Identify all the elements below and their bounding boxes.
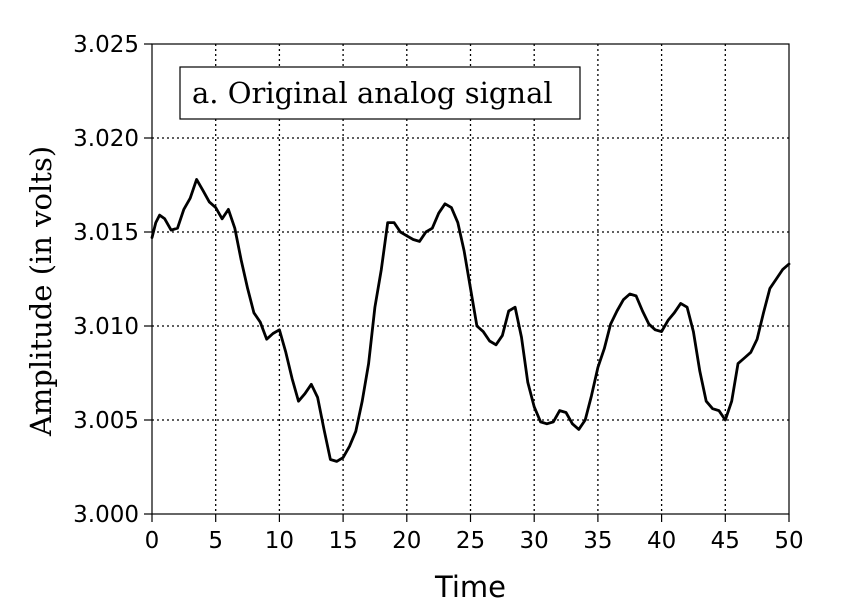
- series-layer: [150, 178, 791, 463]
- x-tick-label: 5: [208, 528, 223, 554]
- x-tick-label: 50: [774, 528, 803, 554]
- y-tick-label: 3.015: [73, 220, 139, 246]
- annotation-text: a. Original analog signal: [192, 76, 553, 110]
- y-tick-label: 3.010: [73, 314, 139, 340]
- y-tick-label: 3.000: [73, 502, 139, 528]
- annotation-frame: [179, 66, 581, 120]
- y-axis-title: Amplitude (in volts): [24, 146, 58, 437]
- y-tick-label: 3.025: [73, 32, 139, 58]
- x-tick-label: 35: [583, 528, 612, 554]
- x-tick-label: 30: [520, 528, 549, 554]
- signal-line: [150, 178, 791, 463]
- x-tick-label: 40: [647, 528, 676, 554]
- x-axis-title: Time: [434, 570, 506, 604]
- annotation-box: a. Original analog signal: [179, 66, 581, 120]
- x-tick-label: 45: [711, 528, 740, 554]
- x-tick-label: 0: [145, 528, 160, 554]
- ticks: [144, 43, 790, 522]
- x-tick-label: 25: [456, 528, 485, 554]
- grid: [152, 44, 789, 514]
- y-tick-label: 3.020: [73, 126, 139, 152]
- x-tick-label: 10: [265, 528, 294, 554]
- x-tick-label: 15: [328, 528, 357, 554]
- tick-labels: 0 5 10 15 20 25 30 35 40 45 50 3.000 3.005 3.010 3.015…: [73, 32, 804, 554]
- y-tick-label: 3.005: [73, 408, 139, 434]
- x-tick-label: 20: [392, 528, 421, 554]
